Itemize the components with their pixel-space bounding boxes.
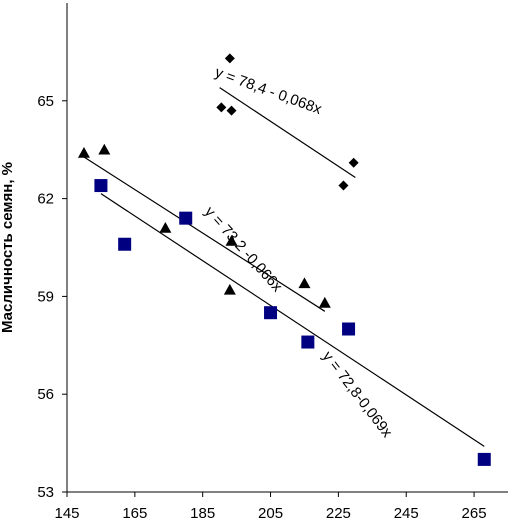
data-point-diamond (338, 180, 349, 191)
data-points (77, 53, 491, 466)
data-point-triangle (77, 146, 90, 158)
data-point-triangle (159, 221, 172, 233)
axes (62, 3, 508, 497)
data-point-square (477, 452, 491, 466)
trendline-equation-triangle: y = 73,2 -0,066x (201, 203, 286, 295)
data-point-diamond (216, 102, 227, 113)
data-point-square (264, 306, 278, 320)
data-point-diamond (224, 53, 235, 64)
data-point-diamond (226, 105, 237, 116)
data-point-square (179, 211, 193, 225)
data-point-diamond (348, 157, 359, 168)
trendlines (83, 87, 485, 447)
data-point-triangle (223, 283, 236, 295)
x-tick-label: 185 (190, 505, 215, 522)
x-tick-label: 265 (462, 505, 487, 522)
y-tick-label: 62 (37, 191, 54, 208)
labels: 53 56 59 62 65 145 165 185 205 225 245 265 Масличнос… (0, 64, 487, 522)
trendline-triangle (83, 156, 326, 312)
data-point-square (342, 322, 356, 336)
y-axis-label: Масличность семян, % (0, 162, 16, 333)
data-point-square (301, 335, 315, 349)
x-tick-label: 165 (122, 505, 147, 522)
x-tick-label: 205 (258, 505, 283, 522)
data-point-triangle (318, 296, 331, 308)
data-point-triangle (298, 277, 311, 289)
trendline-diamond (219, 87, 356, 178)
y-tick-label: 53 (37, 484, 54, 501)
y-tick-label: 59 (37, 288, 54, 305)
x-tick-label: 245 (394, 505, 419, 522)
x-tick-label: 145 (54, 505, 79, 522)
y-tick-label: 65 (37, 93, 54, 110)
data-point-square (118, 237, 132, 251)
data-point-square (94, 179, 108, 193)
y-tick-label: 56 (37, 386, 54, 403)
x-tick-label: 225 (326, 505, 351, 522)
data-point-triangle (225, 234, 238, 246)
data-point-triangle (98, 143, 111, 155)
trendline-square (100, 193, 485, 447)
